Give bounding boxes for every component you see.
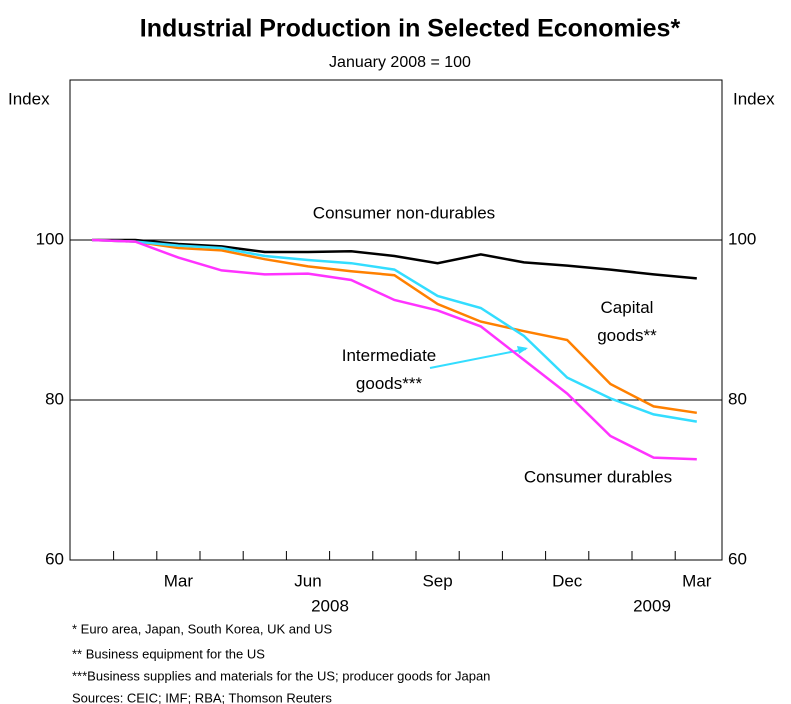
footnote: Sources: CEIC; IMF; RBA; Thomson Reuters	[72, 690, 332, 704]
y2-tick-label: 60	[728, 549, 747, 568]
y-tick-label: 80	[45, 389, 64, 408]
series-line	[92, 238, 697, 280]
x-tick-label: Mar	[682, 571, 712, 590]
series-line	[91, 238, 697, 415]
y2-tick-label: 80	[728, 389, 747, 408]
x-tick-label: Mar	[164, 571, 194, 590]
x-tick-label: Jun	[294, 571, 321, 590]
series-line	[91, 238, 697, 461]
series-label: Intermediate goods***	[342, 346, 437, 393]
y-axis-label: Index	[8, 89, 50, 108]
annotation-arrow	[429, 348, 527, 369]
series-label: Consumer durables	[524, 467, 672, 486]
year-label: 2009	[633, 596, 671, 615]
year-label: 2008	[311, 596, 349, 615]
footnote: ***Business supplies and materials for t…	[72, 668, 490, 683]
chart-title: Industrial Production in Selected Econom…	[140, 15, 681, 43]
y2-tick-label: 100	[728, 229, 756, 248]
y2-axis-label: Index	[733, 89, 775, 108]
plot-frame	[69, 79, 723, 561]
arrow-head	[517, 346, 528, 354]
series-label: Consumer non-durables	[313, 203, 495, 222]
chart-subtitle: January 2008 = 100	[329, 54, 471, 71]
series-label: Capital goods**	[597, 298, 657, 345]
footnote: ** Business equipment for the US	[72, 646, 265, 661]
x-tick-label: Sep	[422, 571, 452, 590]
y-tick-label: 60	[45, 549, 64, 568]
footnote: * Euro area, Japan, South Korea, UK and …	[72, 621, 332, 636]
x-tick-label: Dec	[552, 571, 583, 590]
y-tick-label: 100	[36, 229, 64, 248]
series-line	[91, 238, 698, 423]
